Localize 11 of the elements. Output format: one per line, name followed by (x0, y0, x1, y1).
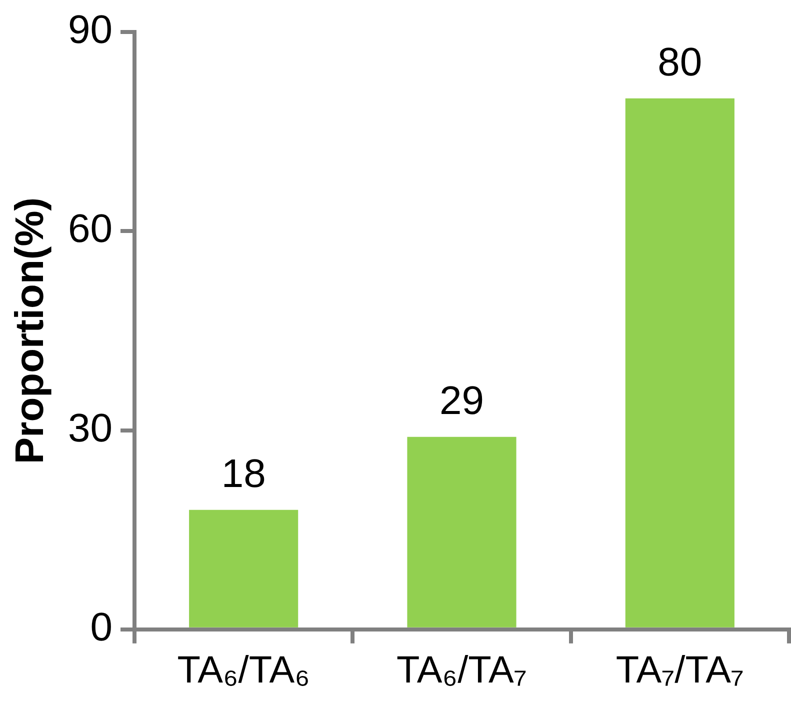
data-label: 18 (221, 452, 266, 496)
y-tick-label: 30 (68, 406, 112, 450)
x-tick-label: TA₇/TA₇ (616, 650, 744, 692)
y-tick-label: 90 (68, 8, 112, 52)
data-label: 80 (658, 40, 702, 84)
data-label: 29 (439, 378, 484, 423)
x-tick-label: TA₆/TA₇ (396, 650, 527, 692)
y-tick-label: 60 (68, 207, 112, 252)
y-tick-label: 0 (90, 605, 112, 650)
y-axis-title: Proportion(%) (8, 197, 52, 464)
x-tick-label: TA₆/TA₆ (177, 650, 310, 692)
